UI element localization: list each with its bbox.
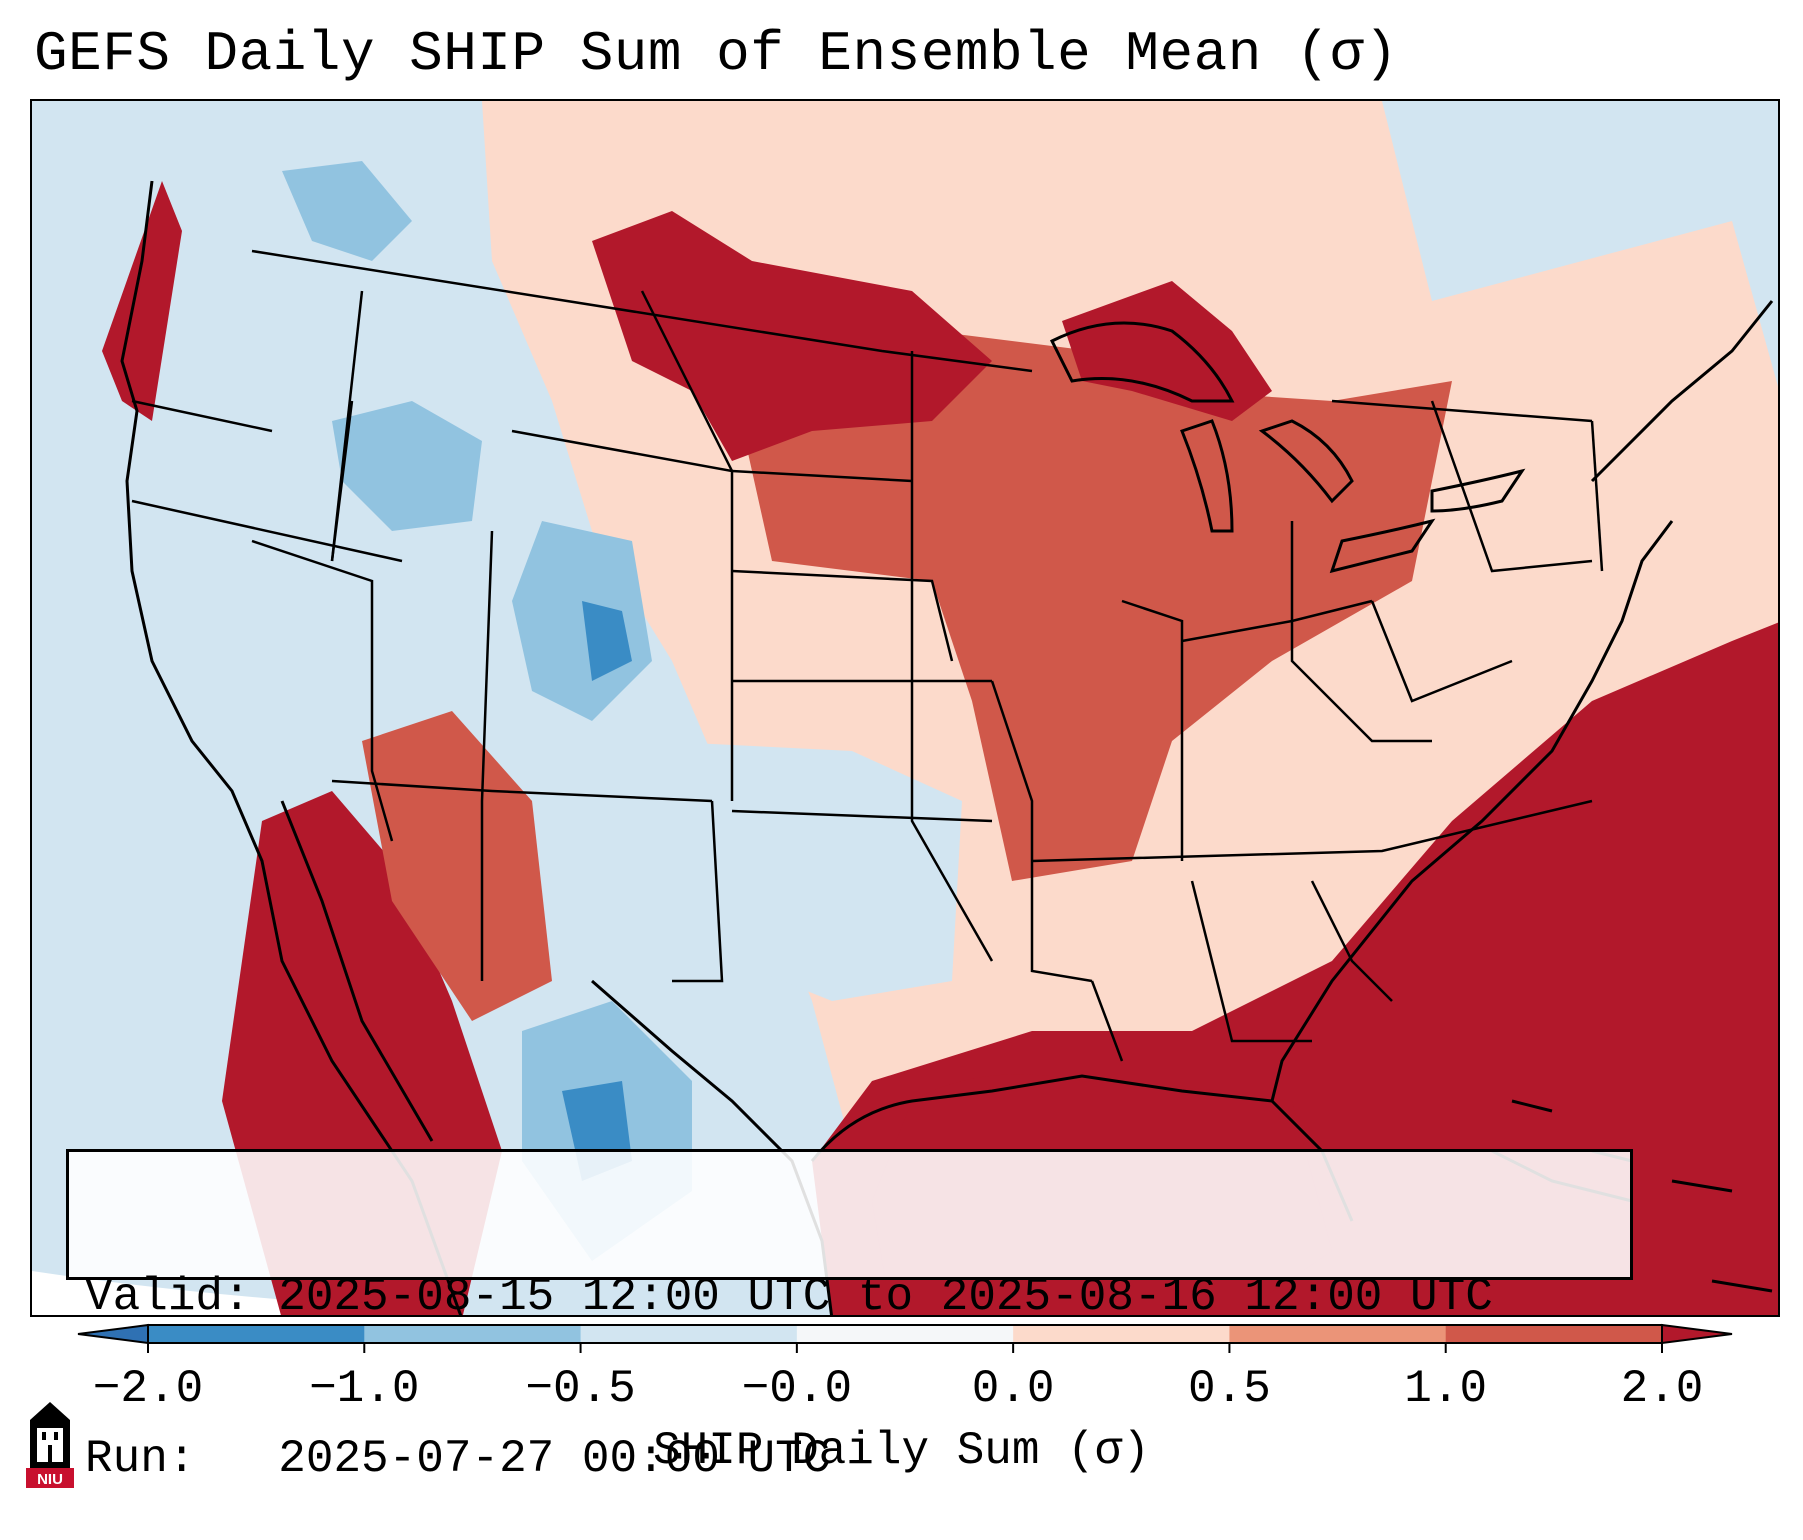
valid-time-line: Valid: 2025-08-15 12:00 UTC to 2025-08-1… — [85, 1271, 1493, 1323]
texas-light-blue — [652, 741, 962, 1001]
run-time-line: Run: 2025-07-27 00:00 UTC — [85, 1433, 831, 1485]
colorbar-tick-label: 0.0 — [971, 1363, 1055, 1415]
map-title: GEFS Daily SHIP Sum of Ensemble Mean (σ) — [34, 22, 1399, 86]
niu-logo: NIU — [26, 1402, 74, 1488]
rockies-blue — [512, 521, 652, 721]
colorbar-outline — [147, 1324, 1663, 1344]
colorbar-tick-label: −2.0 — [92, 1363, 204, 1415]
colorbar-tick-label: −0.0 — [741, 1363, 853, 1415]
colorbar-tick-label: −1.0 — [309, 1363, 420, 1415]
colorado-dark-blue — [582, 601, 632, 681]
niu-logo-text: NIU — [37, 1471, 63, 1488]
map-canvas — [32, 101, 1778, 1315]
colorbar-tick-label: −0.5 — [525, 1363, 636, 1415]
valid-run-info-box: Valid: 2025-08-15 12:00 UTC to 2025-08-1… — [66, 1149, 1633, 1485]
map-panel — [30, 99, 1780, 1317]
state-borders — [131, 249, 1604, 1062]
colorbar-label: SHIP Daily Sum (σ) — [653, 1425, 1150, 1477]
great-basin-blue — [332, 401, 482, 531]
coastlines — [120, 180, 1774, 1315]
colorbar-bin — [364, 1325, 582, 1343]
colorbar-bin — [796, 1325, 1014, 1343]
colorbar-tick-label: 1.0 — [1404, 1363, 1488, 1415]
colorbar-tick-label: 0.5 — [1188, 1363, 1271, 1415]
colorbar-under-extension — [77, 1323, 149, 1345]
colorbar-bin — [1229, 1325, 1447, 1343]
pacific-northwest-blue — [282, 161, 412, 261]
great-lakes — [1049, 321, 1526, 574]
colorbar-bin — [1013, 1325, 1230, 1343]
region-great-lakes-maxima — [1062, 281, 1272, 421]
colorbar-over-extension — [1661, 1323, 1733, 1345]
colorbar-bin — [580, 1325, 798, 1343]
colorbar-bin — [148, 1325, 365, 1343]
southwest-medium-red — [362, 711, 552, 1021]
colorbar-tick-label: 2.0 — [1620, 1363, 1704, 1415]
colorbar-bin — [1445, 1325, 1663, 1343]
colorbar — [77, 1323, 1733, 1353]
